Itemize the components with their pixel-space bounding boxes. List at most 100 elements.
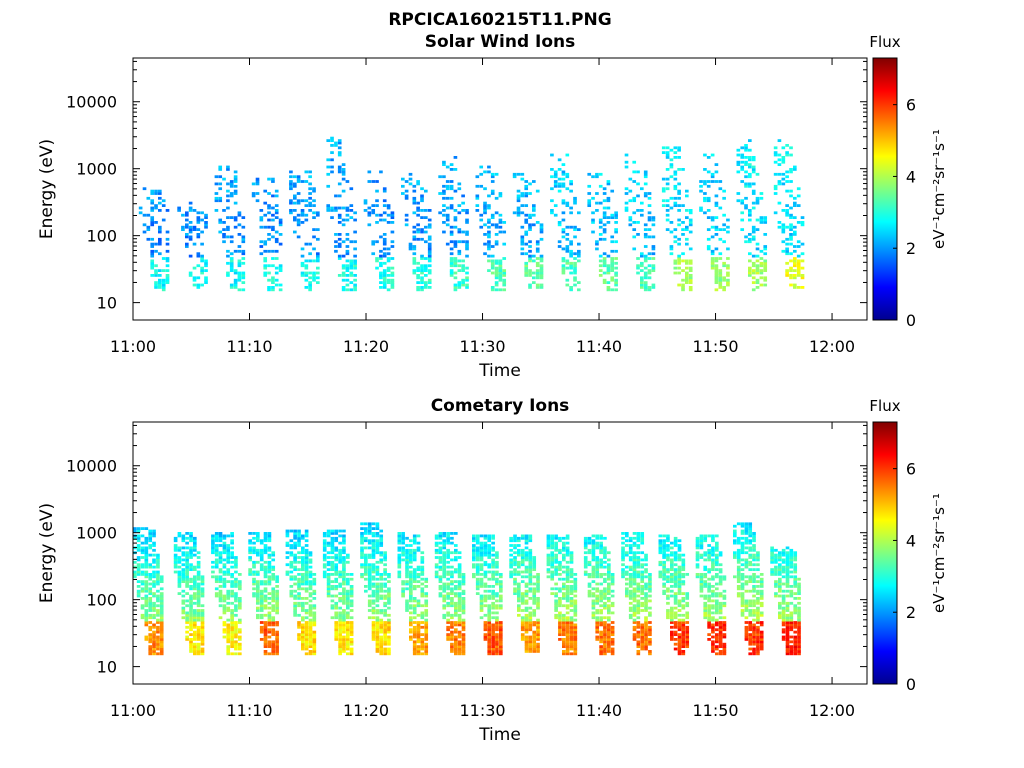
heatmap-cell [517,553,521,557]
heatmap-cell [409,594,413,598]
heatmap-cell [499,628,503,632]
heatmap-cell [658,539,663,543]
heatmap-cell [748,218,752,222]
heatmap-cell [375,628,380,632]
heatmap-cell [565,536,570,540]
heatmap-cell [736,170,741,174]
heatmap-cell [316,281,320,285]
heatmap-cell [528,223,532,227]
heatmap-cell [379,635,384,639]
heatmap-cell [454,611,458,615]
heatmap-cell [610,575,615,579]
heatmap-cell [353,278,357,282]
heatmap-cell [230,638,234,641]
heatmap-cell [345,283,350,287]
heatmap-cell [218,592,223,596]
heatmap-cell [550,587,555,591]
heatmap-cell [383,573,387,576]
heatmap-cell [181,534,186,538]
heatmap-cell [800,259,805,263]
heatmap-cell [185,577,189,581]
heatmap-cell [621,548,625,552]
heatmap-cell [371,522,376,526]
heatmap-cell [379,274,383,277]
heatmap-cell [487,247,491,251]
heatmap-cell [233,175,238,179]
heatmap-cell [461,597,466,600]
heatmap-cell [387,592,391,596]
heatmap-cell [595,623,600,627]
heatmap-cell [587,582,592,586]
heatmap-cell [516,196,521,200]
heatmap-cell [644,609,648,612]
heatmap-cell [495,606,499,610]
heatmap-cell [573,225,577,229]
heatmap-cell [550,168,554,171]
heatmap-cell [603,640,607,644]
heatmap-cell [330,529,335,533]
heatmap-cell [326,534,331,538]
heatmap-cell [763,261,768,265]
heatmap-cell [289,551,294,555]
heatmap-cell [726,278,730,282]
heatmap-cell [614,266,618,270]
heatmap-cell [688,259,693,263]
heatmap-cell [193,647,197,651]
heatmap-cell [710,266,715,270]
y-tick-label: 10000 [66,93,117,112]
heatmap-cell [379,257,383,260]
heatmap-cell [181,228,185,232]
heatmap-cell [326,529,331,533]
heatmap-cell [193,645,197,649]
heatmap-cell [583,565,588,569]
heatmap-cell [218,577,223,581]
heatmap-cell [755,228,760,232]
heatmap-cell [420,625,425,629]
heatmap-cell [248,546,252,550]
heatmap-cell [412,548,417,552]
heatmap-cell [308,652,313,656]
heatmap-cell [144,611,149,615]
heatmap-cell [483,544,488,547]
heatmap-cell [416,638,421,641]
heatmap-cell [156,580,160,584]
heatmap-cell [539,257,544,260]
heatmap-cell [517,597,521,600]
heatmap-cell [557,184,562,188]
heatmap-cell [420,237,424,241]
heatmap-cell [387,618,391,622]
heatmap-cell [487,242,491,246]
heatmap-cell [532,556,537,559]
heatmap-cell [196,625,201,629]
heatmap-cell [714,163,719,167]
heatmap-cell [346,616,350,620]
heatmap-cell [367,570,372,574]
heatmap-cell [677,209,681,212]
heatmap-cell [632,638,637,641]
heatmap-cell [390,240,395,244]
heatmap-cell [300,264,305,268]
heatmap-cell [312,613,317,617]
heatmap-cell [383,582,387,586]
heatmap-cell [491,565,495,569]
heatmap-cell [647,264,652,268]
heatmap-cell [161,204,166,208]
heatmap-cell [252,551,256,555]
heatmap-cell [300,261,305,265]
heatmap-cell [304,601,309,605]
heatmap-cell [416,213,420,217]
heatmap-cell [640,585,645,588]
heatmap-cell [140,556,145,559]
heatmap-cell [200,633,205,637]
heatmap-cell [461,611,466,615]
heatmap-cell [427,257,432,260]
heatmap-cell [465,276,469,280]
heatmap-cell [677,156,681,159]
heatmap-cell [379,271,383,275]
heatmap-cell [140,570,145,574]
heatmap-cell [553,175,558,179]
heatmap-cell [577,281,581,285]
heatmap-cell [156,604,160,608]
heatmap-cell [636,604,641,608]
heatmap-cell [226,594,231,598]
